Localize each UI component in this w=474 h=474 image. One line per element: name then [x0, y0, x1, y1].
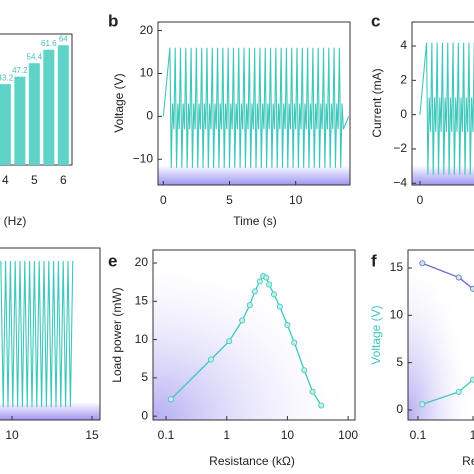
x-tick-label: 100 — [338, 428, 358, 442]
series-marker — [284, 322, 291, 329]
bar — [14, 76, 26, 165]
y-tick-label: 5 — [141, 370, 148, 384]
series-marker — [455, 388, 462, 395]
y-tick-label: 0 — [141, 408, 148, 422]
y-axis-label: Current (mA) — [370, 68, 384, 137]
y-tick-label: 4 — [400, 38, 407, 52]
y-tick-label: −4 — [393, 175, 407, 189]
series-marker — [419, 260, 426, 267]
bar — [28, 63, 40, 165]
x-tick-label: 1 — [223, 428, 230, 442]
x-tick-label: 10 — [5, 428, 19, 442]
series-marker — [167, 396, 174, 403]
x-axis-label: Frequency (Hz) — [0, 214, 26, 228]
series-marker — [318, 402, 325, 409]
shade — [408, 250, 474, 420]
x-axis-label: Resistance (kΩ) — [209, 454, 295, 468]
y-tick-label: 0 — [146, 109, 153, 123]
series-marker — [291, 339, 298, 346]
series-line — [0, 260, 74, 408]
series-marker — [246, 302, 253, 309]
bar — [0, 84, 11, 165]
series-marker — [276, 303, 283, 310]
bar-value-label: 43.2 — [0, 73, 14, 82]
x-tick-label: 5 — [31, 173, 38, 187]
plot-frame — [0, 247, 101, 421]
series-marker — [226, 338, 233, 345]
plot-frame — [411, 21, 474, 186]
y-tick-label: 10 — [135, 332, 149, 346]
panel-label: f — [371, 251, 377, 270]
series-line — [419, 42, 474, 175]
y-tick-label: 20 — [135, 255, 149, 269]
x-tick-label: 4 — [2, 173, 9, 187]
plot-frame — [0, 33, 73, 166]
x-tick-label: 6 — [60, 173, 67, 187]
x-tick-label: 10 — [289, 193, 303, 207]
panel-label: e — [108, 251, 117, 270]
y-tick-label: 15 — [135, 293, 149, 307]
shade — [0, 402, 100, 420]
x-tick-label: 0 — [160, 193, 167, 207]
y-axis-label: Voltage (V) — [112, 73, 126, 132]
x-tick-label: 10 — [281, 428, 295, 442]
x-axis-label: Time (s) — [233, 214, 277, 228]
y-tick-label: −2 — [393, 141, 407, 155]
series-marker — [455, 274, 462, 281]
series-marker — [470, 376, 474, 383]
x-axis-label: Resistance (kΩ) — [462, 454, 474, 468]
series-marker — [207, 356, 214, 363]
series-marker — [266, 281, 273, 288]
bar-value-label: 61.6 — [41, 39, 57, 48]
series-marker — [251, 288, 258, 295]
y-tick-label: 2 — [400, 73, 407, 87]
series-marker — [470, 285, 474, 292]
bar — [43, 49, 55, 165]
panel-label: b — [108, 11, 118, 30]
bar-value-label: 47.2 — [12, 66, 28, 75]
plot-frame — [157, 21, 351, 186]
y-tick-label: −10 — [133, 151, 154, 165]
y-tick-label: 0 — [396, 402, 403, 416]
series-marker — [301, 367, 308, 374]
y-axis-label: Voltage (V) — [369, 305, 383, 364]
x-tick-label: 5 — [226, 193, 233, 207]
y-tick-label: 10 — [140, 66, 154, 80]
plot-frame — [152, 249, 356, 421]
x-tick-label: 0.1 — [158, 428, 175, 442]
bar-value-label: 54.4 — [27, 52, 43, 61]
series-marker — [419, 401, 426, 408]
y-tick-label: 0 — [400, 107, 407, 121]
y-axis-label: Load power (mW) — [110, 287, 124, 382]
bar-value-label: 64 — [59, 34, 68, 43]
series-marker — [270, 291, 277, 298]
x-tick-label: 0.1 — [410, 428, 427, 442]
series-marker — [263, 274, 270, 281]
y-tick-label: 20 — [140, 23, 154, 37]
x-tick-label: 1 — [470, 428, 474, 442]
series-line — [162, 47, 350, 168]
shade — [158, 165, 350, 185]
shade — [153, 250, 355, 420]
x-tick-label: 15 — [85, 428, 99, 442]
series-marker — [309, 388, 316, 395]
plot-frame — [407, 249, 474, 421]
series-marker — [256, 278, 263, 285]
y-tick-label: 15 — [390, 260, 404, 274]
bar — [57, 45, 69, 165]
series-marker — [239, 317, 246, 324]
y-tick-label: 10 — [390, 307, 404, 321]
y-tick-label: 5 — [396, 355, 403, 369]
panel-label: c — [371, 11, 380, 30]
x-tick-label: 0 — [417, 193, 424, 207]
